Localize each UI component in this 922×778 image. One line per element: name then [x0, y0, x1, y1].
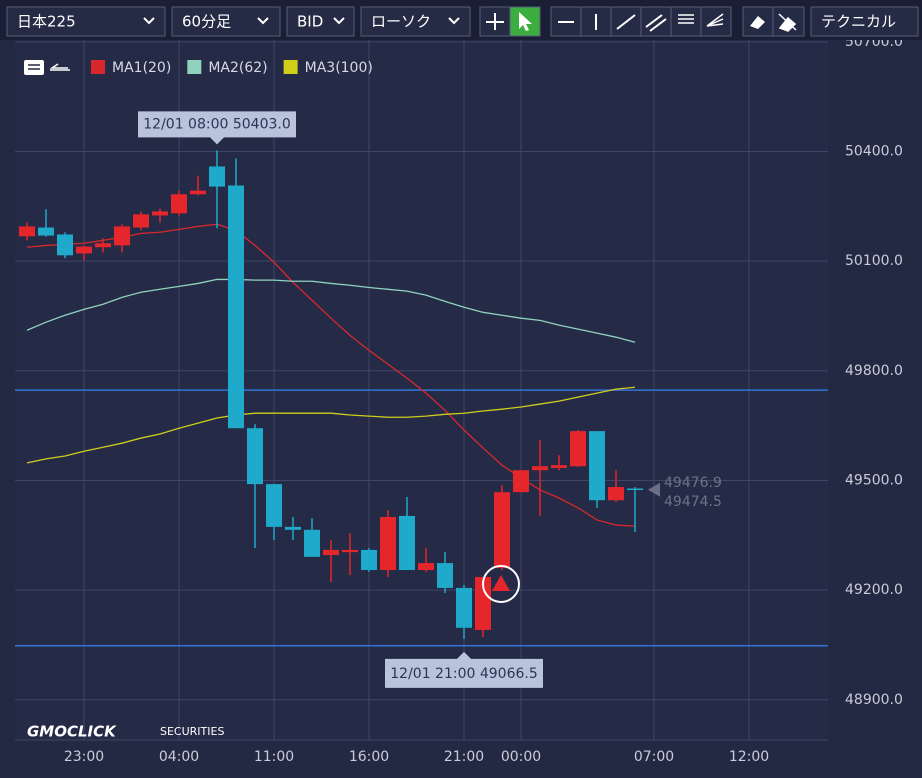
current-price-label: 49474.5 — [664, 494, 722, 510]
signal-arrow — [492, 575, 510, 591]
candle-body — [418, 563, 434, 571]
technical-text: テクニカル — [821, 13, 896, 31]
fibo-icon — [678, 14, 694, 24]
price-marker — [648, 482, 660, 497]
candle-body — [551, 465, 567, 469]
channel-button[interactable] — [640, 6, 672, 37]
signal-circle — [482, 565, 520, 603]
current-price-label: 49476.9 — [664, 475, 722, 491]
watermark-sub: SECURITIES — [160, 725, 224, 738]
y-tick-label: 50400.0 — [845, 143, 903, 159]
legend-icon-lines — [28, 64, 40, 70]
candle-body — [95, 243, 111, 248]
candle-body — [437, 563, 453, 588]
chevron — [448, 17, 460, 25]
legend-label: MA3(100) — [305, 60, 373, 76]
x-tick-label: 07:00 — [634, 749, 674, 765]
annotation-box — [138, 111, 296, 145]
legend-label: MA1(20) — [112, 60, 171, 76]
symbol-text: 日本225 — [17, 13, 76, 31]
x-tick-label: 23:00 — [64, 749, 104, 765]
candle-body — [57, 234, 73, 256]
ma-line — [26, 278, 636, 343]
legend: MA1(20) MA2(62) MA3(100) — [24, 60, 373, 76]
x-tick-label: 11:00 — [254, 749, 294, 765]
legend-toggle[interactable] — [49, 63, 70, 71]
candle-body — [380, 517, 396, 571]
x-tick-label: 00:00 — [501, 749, 541, 765]
candle-body — [209, 166, 225, 187]
candle-body — [190, 190, 206, 195]
candle-body — [342, 549, 358, 553]
candle-body — [19, 226, 35, 237]
trendline-icon — [616, 14, 636, 30]
cursor-button[interactable] — [509, 6, 541, 37]
chevron — [333, 17, 345, 25]
technical-button[interactable] — [810, 6, 919, 37]
annotation-low: 12/01 21:00 49066.5 — [390, 666, 538, 682]
plot-area: 48900.0 49200.0 49500.0 49800.0 50100.0 50400… — [15, 34, 903, 765]
annotation-high: 12/01 08:00 50403.0 — [143, 116, 291, 132]
price-type-text: BID — [297, 13, 323, 31]
chevron — [257, 17, 269, 25]
x-tick-label: 12:00 — [729, 749, 769, 765]
price-type-select[interactable] — [286, 6, 355, 37]
y-tick-label: 49200.0 — [845, 582, 903, 598]
candle-body — [38, 227, 54, 236]
y-tick-label: 50100.0 — [845, 253, 903, 269]
candle-body — [266, 484, 282, 527]
fibo-retracement-button[interactable] — [670, 6, 702, 37]
legend-swatch — [91, 60, 105, 74]
crosshair-icon — [486, 13, 504, 30]
watermark: GMOCLICK — [27, 723, 117, 741]
legend-label: MA2(62) — [208, 60, 267, 76]
toolbar: 日本225 60分足 BID ローソク テクニカル — [0, 0, 922, 40]
candle-body — [475, 576, 491, 630]
channel-icon — [645, 14, 667, 32]
x-tick-label: 04:00 — [159, 749, 199, 765]
candle-body — [608, 487, 624, 501]
legend-swatch — [283, 60, 298, 74]
candle-body — [627, 488, 643, 491]
candle-body — [494, 492, 510, 568]
timeframe-text: 60分足 — [182, 13, 231, 31]
x-tick-label: 16:00 — [349, 749, 389, 765]
candle-body — [133, 214, 149, 228]
candle-body — [589, 431, 605, 501]
cursor-icon — [519, 12, 532, 31]
fan-icon — [706, 13, 724, 27]
candle-body — [76, 246, 92, 254]
candle-body — [532, 466, 548, 471]
eraser-icon — [750, 16, 765, 29]
y-tick-label: 48900.0 — [845, 692, 903, 708]
candle-body — [247, 428, 263, 485]
candle-body — [456, 587, 472, 628]
candle-body — [304, 529, 320, 557]
candle-body — [152, 211, 168, 216]
clear-icon — [778, 13, 797, 32]
candle-body — [513, 470, 529, 493]
candle-body — [570, 431, 586, 467]
candle-body — [114, 226, 130, 246]
candle-body — [361, 549, 377, 571]
candle-body — [399, 515, 415, 571]
x-tick-label: 21:00 — [444, 749, 484, 765]
annotation-box — [385, 651, 543, 688]
chart-style-text: ローソク — [371, 13, 431, 31]
y-tick-label: 49500.0 — [845, 472, 903, 488]
symbol-select[interactable] — [6, 6, 166, 37]
candle-body — [323, 549, 339, 556]
candle-body — [228, 185, 244, 429]
candle-body — [285, 526, 301, 530]
legend-swatch — [187, 60, 202, 74]
legend-icon — [24, 60, 44, 75]
ma-line — [26, 386, 636, 464]
chevron — [143, 17, 155, 25]
y-tick-label: 49800.0 — [845, 363, 903, 379]
candle-body — [171, 194, 187, 214]
